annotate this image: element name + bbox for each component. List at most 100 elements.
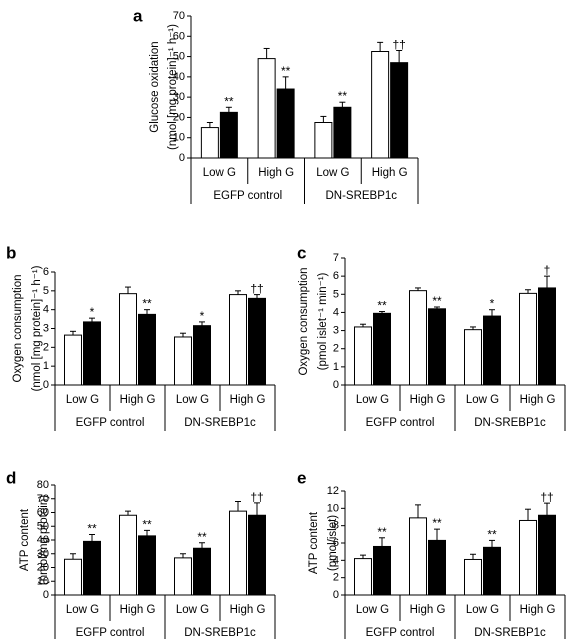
bar xyxy=(483,315,501,386)
y-axis-title: Glucose oxidation xyxy=(149,41,161,132)
x-tick-label: Low G xyxy=(316,167,349,179)
y-tick-label: 5 xyxy=(43,285,49,297)
x-tick-label: Low G xyxy=(466,394,499,406)
significance-mark: †† xyxy=(540,490,553,504)
y-tick-label: 2 xyxy=(333,572,339,584)
y-axis-title: ATP content xyxy=(19,508,31,571)
significance-mark: ** xyxy=(87,522,97,536)
group-label: EGFP control xyxy=(76,417,145,429)
y-tick-label: 1 xyxy=(43,360,49,372)
group-label: DN-SREBP1c xyxy=(325,190,397,202)
x-tick-label: High G xyxy=(120,394,156,406)
bar xyxy=(248,514,266,596)
y-tick-label: 40 xyxy=(37,534,49,546)
x-tick-label: Low G xyxy=(176,394,209,406)
group-label: EGFP control xyxy=(213,190,282,202)
panel-e: e 0 2 4 6 8 10 12 ATP content (pmol/islet) ** ** ** †… xyxy=(297,469,566,639)
group-label: DN-SREBP1c xyxy=(184,417,256,429)
y-tick-label: 20 xyxy=(173,111,185,123)
x-tick-label: High G xyxy=(230,394,266,406)
y-tick-label: 10 xyxy=(37,575,49,587)
x-tick-label: Low G xyxy=(203,167,236,179)
panel-label-b: b xyxy=(6,244,16,263)
bar xyxy=(464,329,482,386)
x-tick-label: Low G xyxy=(356,394,389,406)
significance-mark: ** xyxy=(142,297,152,311)
bar xyxy=(248,297,266,386)
group-label: DN-SREBP1c xyxy=(474,417,546,429)
y-axis-title: (pmol islet⁻¹ min⁻¹) xyxy=(317,272,329,370)
bar xyxy=(257,58,276,159)
bar xyxy=(219,111,238,159)
y-tick-label: 1 xyxy=(333,361,339,373)
significance-mark: ** xyxy=(281,64,291,78)
significance-mark: † xyxy=(544,263,551,277)
bar xyxy=(371,51,390,159)
y-tick-label: 40 xyxy=(173,71,185,83)
bar xyxy=(229,294,247,386)
y-tick-label: 0 xyxy=(333,379,339,391)
bar xyxy=(174,557,192,596)
bar xyxy=(464,558,482,596)
bar xyxy=(193,325,211,386)
significance-mark: †† xyxy=(392,37,405,51)
y-tick-label: 12 xyxy=(327,485,339,497)
group-label: EGFP control xyxy=(366,627,435,639)
significance-mark: ** xyxy=(338,89,348,103)
bar xyxy=(519,519,537,596)
y-tick-label: 0 xyxy=(43,589,49,601)
significance-mark: ** xyxy=(224,94,234,108)
x-tick-label: Low G xyxy=(66,394,99,406)
bar xyxy=(83,540,101,596)
y-tick-label: 2 xyxy=(43,341,49,353)
significance-mark: * xyxy=(90,305,95,319)
significance-mark: ** xyxy=(432,294,442,308)
significance-mark: †† xyxy=(250,490,263,504)
bar xyxy=(200,127,219,159)
y-tick-label: 50 xyxy=(173,51,185,63)
x-tick-label: Low G xyxy=(356,604,389,616)
bar xyxy=(83,321,101,386)
bar xyxy=(276,88,295,159)
bar xyxy=(138,313,156,386)
significance-mark: ** xyxy=(377,299,387,313)
bar xyxy=(409,290,427,386)
significance-mark: ** xyxy=(432,516,442,530)
x-tick-label: Low G xyxy=(66,604,99,616)
bar xyxy=(483,546,501,596)
y-tick-label: 30 xyxy=(173,91,185,103)
bar xyxy=(428,308,446,386)
panel-a: a 0 10 20 30 40 50 60 70 Glucose oxidation (nmol [… xyxy=(133,7,419,204)
bar xyxy=(354,326,372,386)
bar xyxy=(314,122,333,159)
y-tick-label: 60 xyxy=(173,30,185,42)
y-tick-label: 0 xyxy=(179,152,185,164)
bar xyxy=(333,106,352,159)
panel-label-a: a xyxy=(133,7,143,26)
bar xyxy=(64,334,82,386)
panel-b: b 0 1 2 3 4 5 6 Oxygen consumption (nmol [mg prot… xyxy=(6,244,276,431)
y-tick-label: 3 xyxy=(333,325,339,337)
bar xyxy=(174,336,192,386)
x-tick-label: Low G xyxy=(176,604,209,616)
y-tick-label: 7 xyxy=(333,252,339,264)
group-label: DN-SREBP1c xyxy=(184,627,256,639)
x-tick-label: High G xyxy=(120,604,156,616)
panel-label-c: c xyxy=(297,244,306,263)
significance-mark: ** xyxy=(197,530,207,544)
y-axis-title: Oxygen consumption xyxy=(12,274,24,382)
y-tick-label: 6 xyxy=(43,266,49,278)
y-tick-label: 10 xyxy=(173,132,185,144)
y-tick-label: 30 xyxy=(37,548,49,560)
bar xyxy=(428,539,446,596)
x-tick-label: High G xyxy=(520,394,556,406)
y-tick-label: 0 xyxy=(333,589,339,601)
significance-mark: ** xyxy=(487,527,497,541)
bar xyxy=(373,312,391,386)
x-tick-label: High G xyxy=(372,167,408,179)
significance-mark: ** xyxy=(142,517,152,531)
bar xyxy=(64,558,82,596)
bar xyxy=(409,517,427,596)
bar xyxy=(373,545,391,596)
